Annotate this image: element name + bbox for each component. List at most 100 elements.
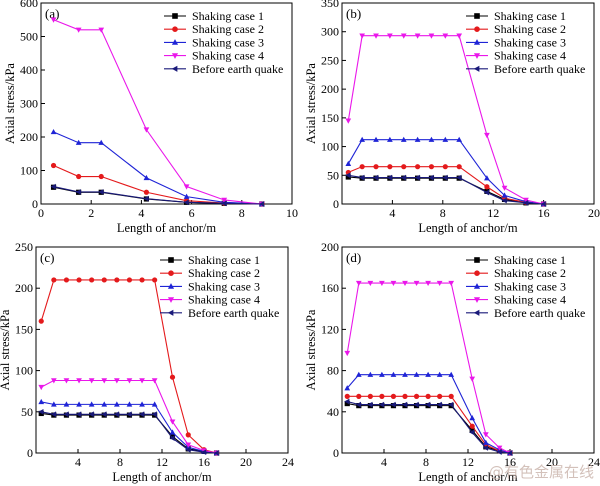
x-tick-label: 8 — [440, 206, 446, 220]
data-point — [139, 401, 145, 407]
data-point — [76, 378, 82, 384]
y-tick-label: 300 — [20, 97, 38, 111]
data-point — [456, 164, 462, 170]
data-point — [456, 136, 463, 142]
series-line — [53, 164, 262, 205]
legend-marker — [473, 309, 480, 316]
series-4 — [38, 378, 220, 456]
y-tick-label: 100 — [15, 364, 33, 378]
data-point — [523, 197, 529, 203]
data-point — [213, 450, 219, 456]
data-point — [345, 160, 352, 167]
data-point — [359, 33, 366, 39]
data-point — [415, 164, 421, 170]
y-tick-label: 100 — [321, 140, 339, 154]
data-point — [344, 393, 350, 399]
series-2 — [345, 164, 547, 207]
chart-panel-4: 4 8 12 16 20 24 0 40 80 120 160 200 Length of anchor… — [304, 240, 600, 484]
data-point — [151, 378, 158, 384]
data-point — [63, 378, 70, 384]
data-point — [367, 280, 374, 287]
data-point — [169, 433, 176, 440]
legend-label: Shaking case 2 — [494, 266, 566, 280]
data-point — [88, 401, 95, 407]
data-point — [379, 280, 385, 287]
data-point — [428, 136, 435, 142]
y-axis-label: Axial stress/kPa — [304, 63, 318, 144]
data-point — [143, 195, 149, 202]
x-tick-label: 4 — [389, 206, 395, 220]
data-point — [63, 401, 70, 407]
data-point — [51, 277, 57, 283]
data-point — [386, 174, 393, 181]
data-point — [113, 401, 120, 407]
data-point — [448, 393, 454, 399]
data-point — [482, 444, 489, 451]
legend-marker — [167, 309, 174, 316]
data-point — [414, 174, 420, 181]
series-4 — [344, 280, 513, 456]
series-line — [53, 186, 262, 205]
data-point — [456, 174, 462, 181]
data-point — [126, 277, 133, 283]
data-point — [38, 408, 44, 415]
data-point — [50, 183, 56, 190]
data-point — [402, 393, 408, 399]
data-point — [413, 280, 420, 287]
y-tick-label: 400 — [20, 63, 38, 77]
data-point — [139, 378, 145, 384]
legend-label: Shaking case 4 — [494, 293, 566, 307]
data-point — [425, 393, 431, 399]
x-tick-label: 20 — [588, 206, 600, 220]
data-point — [390, 401, 396, 408]
data-point — [75, 139, 82, 145]
legend-label: Shaking case 4 — [192, 49, 264, 63]
data-point — [442, 174, 448, 181]
data-point — [359, 136, 366, 142]
data-point — [221, 197, 228, 203]
y-tick-label: 150 — [321, 111, 339, 125]
data-point — [151, 411, 157, 418]
data-point — [436, 371, 443, 377]
x-tick-label: 12 — [462, 455, 474, 469]
data-point — [484, 132, 490, 139]
data-point — [469, 427, 475, 433]
legend-label: Shaking case 3 — [494, 279, 566, 293]
legend-label: Shaking case 1 — [188, 253, 260, 267]
x-axis-label: Length of anchor/m — [418, 470, 518, 484]
data-point — [63, 277, 70, 283]
x-tick-label: 2 — [88, 206, 94, 220]
y-tick-label: 40 — [327, 405, 339, 419]
data-point — [469, 423, 475, 429]
x-tick-label: 4 — [138, 206, 144, 220]
y-tick-label: 350 — [321, 0, 339, 10]
legend-marker — [168, 257, 174, 263]
legend-marker — [172, 13, 178, 19]
data-point — [359, 174, 365, 181]
series-line — [347, 139, 544, 205]
data-point — [428, 164, 435, 170]
data-point — [413, 401, 419, 408]
data-point — [436, 280, 443, 287]
series-3 — [344, 371, 513, 456]
data-point — [183, 199, 189, 206]
data-point — [75, 189, 81, 195]
data-point — [185, 446, 191, 453]
data-point — [50, 128, 57, 135]
data-point — [88, 411, 94, 418]
data-point — [126, 401, 133, 407]
legend-label: Shaking case 3 — [494, 35, 566, 49]
data-point — [143, 189, 150, 195]
series-5 — [345, 172, 546, 207]
x-tick-label: 8 — [117, 455, 123, 469]
data-point — [183, 193, 190, 199]
series-4 — [345, 33, 547, 207]
data-point — [169, 429, 176, 435]
data-point — [400, 174, 406, 181]
legend-marker — [473, 65, 480, 72]
panel-label: (a) — [45, 6, 59, 21]
legend-marker — [171, 65, 178, 72]
data-point — [401, 164, 407, 170]
